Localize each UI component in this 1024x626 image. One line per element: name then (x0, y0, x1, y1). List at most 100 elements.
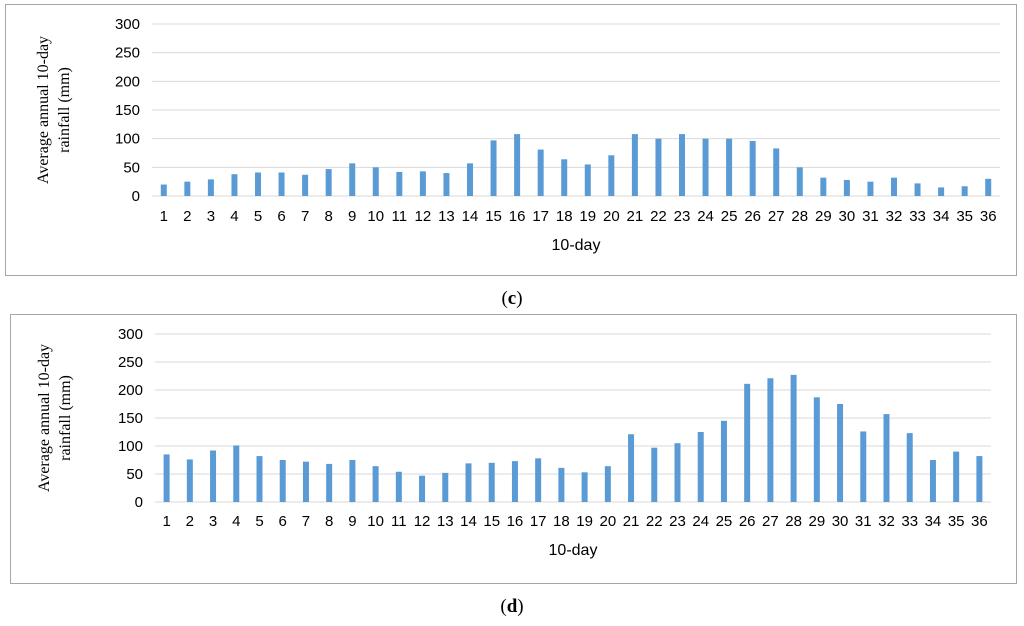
x-tick-label: 3 (209, 513, 217, 530)
x-tick-label: 33 (901, 513, 918, 530)
x-tick-label: 18 (553, 513, 570, 530)
bar (163, 454, 170, 502)
bar (442, 472, 449, 502)
x-tick-label: 33 (909, 208, 926, 225)
x-tick-label: 11 (392, 208, 408, 225)
x-tick-label: 21 (623, 513, 640, 530)
y-axis-title-line: rainfall (mm) (56, 67, 73, 153)
bar (726, 138, 733, 196)
x-tick-label: 26 (744, 208, 761, 225)
chart-panel-d: 0 50 100 150 200 250 300 1 2 3 4 5 6 7 8 9 10 11 12 13 14 15 1… (10, 314, 1017, 584)
bar (395, 471, 402, 502)
bar (938, 187, 945, 196)
y-axis-title-line: Average annual 10-day (36, 344, 53, 492)
bar (535, 458, 542, 502)
x-tick-label: 20 (603, 208, 620, 225)
x-tick-label: 29 (815, 208, 832, 225)
bar (256, 456, 263, 502)
x-tick-label: 17 (530, 513, 547, 530)
bar (883, 414, 890, 502)
x-axis-title: 10-day (552, 237, 601, 254)
bar (985, 178, 992, 196)
bar (184, 181, 191, 196)
x-tick-label: 13 (438, 208, 455, 225)
x-tick-label: 30 (832, 513, 849, 530)
x-tick-label: 30 (839, 208, 856, 225)
x-tick-label: 22 (646, 513, 663, 530)
caption-c-letter: c (507, 288, 517, 309)
bar (655, 138, 662, 196)
x-tick-label: 32 (878, 513, 895, 530)
bar (349, 460, 356, 502)
caption-d: (d) (500, 596, 524, 617)
bar (207, 179, 214, 196)
bar (231, 174, 238, 196)
y-tick-label: 100 (118, 438, 143, 455)
x-tick-label: 6 (277, 208, 285, 225)
bar (160, 184, 167, 196)
x-tick-label: 32 (886, 208, 903, 225)
x-tick-label: 2 (183, 208, 191, 225)
bar (302, 174, 309, 196)
x-tick-label: 4 (230, 208, 238, 225)
x-tick-label: 25 (721, 208, 738, 225)
x-tick-label: 9 (348, 513, 356, 530)
x-tick-label: 22 (650, 208, 667, 225)
y-tick-label: 200 (118, 382, 143, 399)
bar (490, 140, 497, 196)
x-tick-label: 10 (367, 513, 384, 530)
bar (720, 420, 727, 502)
x-tick-label: 7 (301, 208, 309, 225)
x-tick-label: 5 (254, 208, 262, 225)
bar (279, 460, 286, 502)
x-tick-label: 8 (325, 513, 333, 530)
x-tick-label: 20 (599, 513, 616, 530)
bar (837, 404, 844, 502)
x-tick-label: 15 (483, 513, 500, 530)
x-tick-label: 23 (674, 208, 691, 225)
x-tick-label: 12 (414, 513, 431, 530)
bar (929, 460, 936, 502)
bar (702, 138, 709, 196)
bar (349, 163, 356, 196)
bar (608, 155, 615, 196)
bar (906, 433, 913, 502)
x-tick-label: 1 (160, 208, 168, 225)
bar (511, 461, 518, 502)
bar (419, 171, 426, 196)
y-tick-label: 150 (115, 102, 140, 119)
x-tick-label: 25 (716, 513, 733, 530)
bar (443, 173, 450, 196)
x-tick-label: 10 (367, 208, 384, 225)
bar (674, 443, 681, 502)
bar (302, 461, 309, 502)
bar (813, 397, 820, 502)
x-tick-label: 28 (791, 208, 808, 225)
bar (749, 140, 756, 196)
x-tick-label: 35 (948, 513, 965, 530)
x-tick-label: 18 (556, 208, 573, 225)
x-tick-label: 36 (971, 513, 988, 530)
bar (697, 432, 704, 502)
bar (325, 169, 332, 196)
bar (372, 167, 379, 196)
y-tick-label: 50 (126, 466, 143, 483)
x-tick-label: 14 (460, 513, 477, 530)
bar (278, 172, 285, 196)
y-tick-label: 250 (118, 354, 143, 371)
bar (860, 431, 867, 502)
caption-d-letter: d (506, 596, 518, 617)
bar (843, 179, 850, 196)
y-tick-label: 250 (115, 45, 140, 62)
caption-c: (c) (501, 288, 523, 309)
bar (186, 459, 193, 502)
y-axis-title: Average annual 10-day rainfall (mm) (36, 344, 74, 492)
y-tick-label: 150 (118, 410, 143, 427)
y-tick-label: 0 (135, 494, 143, 511)
bar (961, 186, 968, 196)
bar (679, 134, 685, 196)
bar (419, 475, 426, 502)
chart-panel-c: 0 50 100 150 200 250 300 1 2 3 4 5 6 7 8 9 10 11 12 13 14 15 1… (5, 4, 1017, 276)
